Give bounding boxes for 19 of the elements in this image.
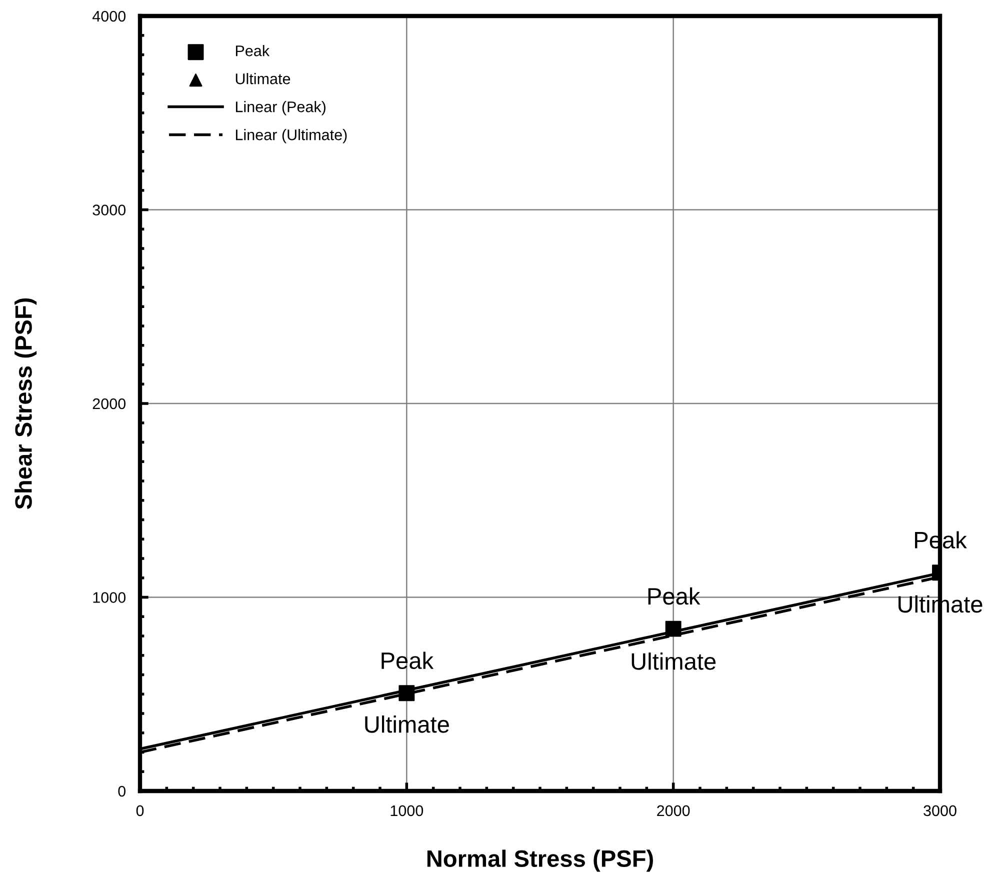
legend-label: Linear (Ultimate) bbox=[236, 129, 347, 144]
x-tick-label: 0 bbox=[136, 805, 144, 816]
x-tick-label: 2000 bbox=[657, 805, 690, 816]
annotation: Peak bbox=[648, 587, 700, 605]
x-tick-label: 1000 bbox=[390, 805, 424, 816]
y-tick-label: 1000 bbox=[93, 592, 126, 603]
y-tick-label: 2000 bbox=[92, 398, 126, 410]
legend-label: Ultimate bbox=[236, 73, 290, 84]
legend-label: Peak bbox=[236, 45, 270, 56]
x-tick-label: 3000 bbox=[924, 805, 956, 816]
annotation: Peak bbox=[382, 652, 434, 670]
legend-label: Linear (Peak) bbox=[236, 101, 326, 116]
annotation: Ultimate bbox=[365, 716, 449, 733]
x-axis-title: Normal Stress (PSF) bbox=[427, 850, 653, 872]
y-axis-title: Shear Stress (PSF) bbox=[14, 298, 37, 510]
annotation: Ultimate bbox=[632, 652, 716, 670]
y-tick-label: 0 bbox=[118, 786, 126, 797]
y-tick-label: 3000 bbox=[92, 204, 126, 216]
y-tick-label: 4000 bbox=[92, 10, 126, 22]
